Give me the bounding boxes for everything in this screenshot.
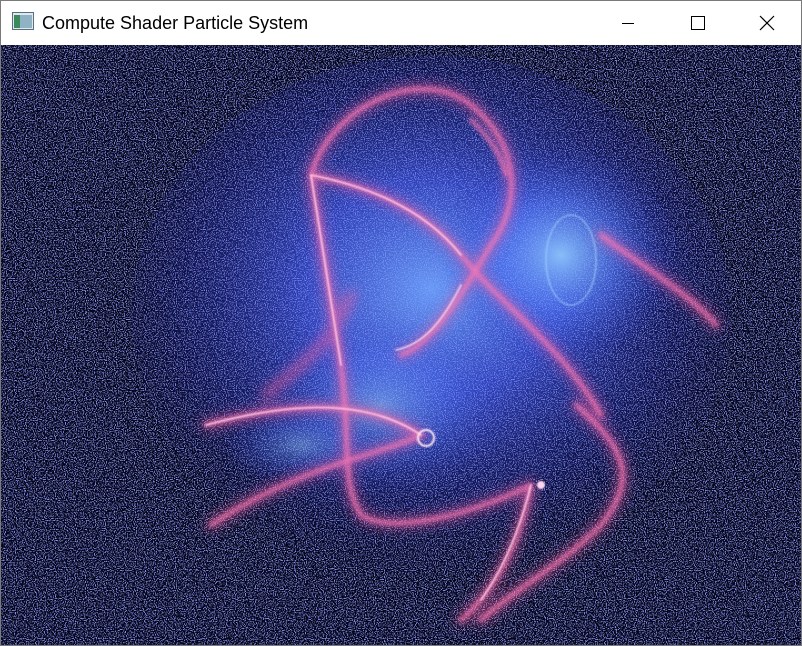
particle-canvas[interactable] — [1, 45, 801, 645]
particle-trails — [201, 84, 721, 625]
maximize-button[interactable] — [663, 1, 733, 45]
close-icon — [759, 15, 775, 31]
foreground-particles — [1, 45, 801, 645]
minimize-icon — [622, 23, 634, 24]
render-viewport[interactable] — [1, 45, 801, 645]
window-app-icon — [12, 12, 34, 30]
minimize-button[interactable] — [593, 1, 663, 45]
maximize-icon — [691, 16, 705, 30]
title-bar[interactable]: Compute Shader Particle System — [1, 1, 801, 45]
close-button[interactable] — [732, 1, 802, 45]
window-title: Compute Shader Particle System — [42, 13, 309, 33]
